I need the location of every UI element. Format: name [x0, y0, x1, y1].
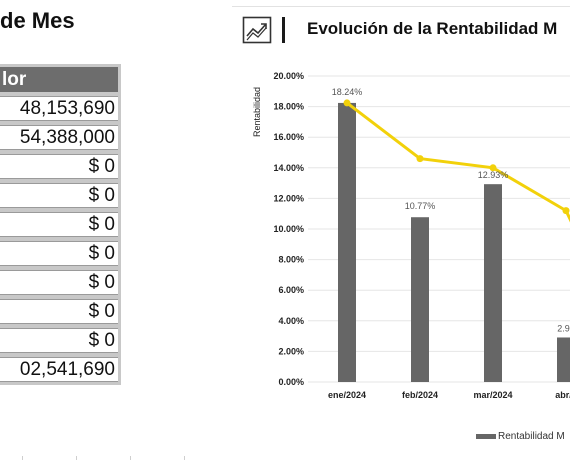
table-row: $ 0 [0, 299, 118, 324]
y-tick-label: 18.00% [273, 102, 304, 112]
table-row: $ 0 [0, 183, 118, 208]
data-label: 10.77% [405, 201, 436, 211]
legend-swatch [476, 434, 496, 439]
data-label: 2.91 [557, 323, 570, 333]
trend-chart-icon [242, 16, 272, 44]
bar [338, 102, 356, 382]
trend-line [346, 101, 570, 223]
title-separator [282, 17, 285, 43]
table-row: $ 0 [0, 328, 118, 353]
y-tick-label: 20.00% [273, 71, 304, 81]
summary-table: lor 48,153,690 54,388,000 $ 0 $ 0 $ 0 $ 0 $ 0 $… [0, 64, 121, 385]
table-row: 54,388,000 [0, 125, 118, 150]
table-row: 48,153,690 [0, 96, 118, 121]
data-label: 12.93% [478, 170, 509, 180]
table-row: 02,541,690 [0, 357, 118, 382]
legend-label: Rentabilidad M [498, 431, 565, 442]
divider [22, 456, 23, 460]
divider [130, 456, 131, 460]
y-tick-label: 4.00% [278, 316, 304, 326]
bar [557, 337, 570, 382]
y-tick-label: 0.00% [278, 377, 304, 387]
divider [76, 456, 77, 460]
bar [484, 184, 502, 382]
table-row: $ 0 [0, 212, 118, 237]
y-axis-label: Rentabilidad [252, 87, 262, 137]
chart-legend: Rentabilidad M [476, 431, 565, 442]
trend-point [562, 207, 570, 215]
page-title: de Mes [0, 8, 75, 33]
x-tick-label: ene/2024 [328, 390, 366, 400]
y-tick-label: 10.00% [273, 224, 304, 234]
y-tick-label: 2.00% [278, 346, 304, 356]
divider [184, 456, 185, 460]
y-tick-label: 8.00% [278, 255, 304, 265]
table-row: $ 0 [0, 154, 118, 179]
y-tick-label: 6.00% [278, 285, 304, 295]
x-tick-label: abr/2 [555, 390, 570, 400]
y-tick-label: 16.00% [273, 132, 304, 142]
table-body: 48,153,690 54,388,000 $ 0 $ 0 $ 0 $ 0 $ 0 $ 0 $ … [0, 96, 118, 382]
chart-title: Evolución de la Rentabilidad M [307, 19, 558, 38]
trend-point [343, 99, 351, 107]
x-tick-label: feb/2024 [402, 390, 438, 400]
data-label: 18.24% [332, 87, 363, 97]
table-row: $ 0 [0, 270, 118, 295]
chart-area: 0.00% 2.00% 4.00% 6.00% 8.00% 10.00% 12.00% 14.… [240, 62, 570, 442]
table-row: $ 0 [0, 241, 118, 266]
bar [411, 217, 429, 382]
x-tick-label: mar/2024 [473, 390, 512, 400]
y-tick-label: 12.00% [273, 193, 304, 203]
panel-top-border [232, 6, 570, 7]
chart-svg: 0.00% 2.00% 4.00% 6.00% 8.00% 10.00% 12.00% 14.… [252, 71, 570, 400]
table-header: lor [0, 67, 118, 92]
y-tick-label: 14.00% [273, 163, 304, 173]
trend-point [489, 164, 497, 172]
trend-point [416, 155, 424, 163]
